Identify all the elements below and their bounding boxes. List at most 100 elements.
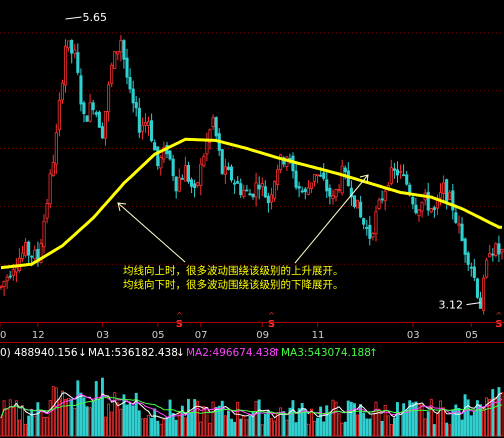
volume-bar (131, 405, 135, 437)
volume-bar (101, 377, 104, 437)
volume-bar (448, 424, 452, 437)
volume-bar (20, 404, 24, 437)
volume-bar (263, 413, 267, 437)
candle-body (349, 187, 353, 198)
candle-body (362, 218, 366, 225)
volume-bar (122, 394, 126, 437)
candle-body (488, 253, 492, 258)
candle-body (380, 198, 384, 201)
volume-bar (156, 420, 160, 437)
volume-bar (291, 400, 295, 437)
candle-body (116, 51, 120, 55)
volume-bar (17, 419, 21, 437)
candle-body (294, 170, 298, 188)
candle-body (325, 179, 329, 192)
volume-average-line (0, 396, 503, 418)
volume-bar (442, 407, 445, 437)
volume-bar (73, 407, 77, 437)
candle-body (137, 107, 141, 133)
volume-bar (414, 401, 418, 437)
volume-bar (319, 406, 323, 437)
candle-body (368, 224, 372, 239)
candle-body (14, 267, 18, 273)
volume-bar (39, 409, 43, 437)
volume-bar (202, 406, 206, 437)
ma1-down-icon: ↓ (176, 347, 185, 359)
volume-bar (343, 421, 347, 437)
volume-bar (475, 400, 479, 437)
candle-body (82, 102, 86, 115)
volume-bars (0, 377, 504, 437)
candle-body (383, 190, 387, 202)
volume-bar (223, 415, 227, 437)
volume-bar (134, 392, 138, 437)
volume-bar (162, 418, 166, 437)
volume-bar (316, 417, 319, 437)
candle-body (269, 194, 273, 203)
volume-bar (199, 421, 203, 437)
x-tick-label: 05 (465, 330, 478, 341)
volume-bar (349, 401, 353, 437)
volume-bar (159, 423, 163, 437)
volume-bar (429, 398, 433, 437)
volume-bar (285, 419, 289, 437)
candle-body (48, 173, 52, 205)
volume-bar (76, 380, 80, 437)
volume-bar (61, 390, 64, 437)
volume-bar (8, 399, 12, 437)
candle-body (491, 253, 495, 256)
volume-bar (30, 409, 34, 437)
candle-body (417, 209, 421, 217)
candle-body (183, 165, 188, 182)
candle-body (306, 187, 310, 195)
candle-body (319, 174, 323, 177)
volume-bar (70, 398, 74, 437)
volume-bar (217, 405, 221, 437)
candle-body (42, 220, 46, 248)
volume-bar (380, 420, 384, 437)
volume-bar (116, 402, 120, 437)
event-marker-caret: ^ (176, 311, 183, 320)
candle-body (426, 191, 430, 211)
high-price-label: 5.65 (83, 11, 108, 24)
volume-bar (2, 400, 6, 437)
volume-bar (472, 410, 476, 437)
candle-body (205, 140, 209, 155)
volume-bar (64, 398, 67, 437)
volume-bar (128, 403, 132, 437)
candle-body (322, 172, 326, 179)
candle-body (27, 241, 31, 256)
candle-body (497, 243, 501, 255)
volume-bar (33, 415, 37, 437)
candle-body (202, 156, 206, 167)
volume-bar (411, 402, 415, 437)
volume-bar (405, 409, 409, 437)
volume-bar (432, 424, 436, 437)
candle-body (340, 165, 344, 194)
candle-body (232, 182, 237, 185)
volume-bar (322, 421, 326, 437)
candle-body (5, 276, 9, 282)
volume-bar (426, 411, 430, 437)
candle-body (300, 190, 304, 193)
volume-bar (208, 422, 212, 437)
candle-body (11, 269, 15, 277)
volume-bar (119, 408, 123, 437)
candle-body (73, 49, 77, 54)
volume-bar (365, 418, 369, 437)
x-tick-label: 09 (256, 330, 269, 341)
candle-body (70, 39, 74, 54)
volume-bar (439, 400, 442, 437)
candle-body (303, 188, 307, 193)
event-marker-label: S (495, 319, 502, 330)
volume-bar (328, 411, 332, 437)
volume-bar (500, 392, 504, 437)
candle-body (196, 182, 200, 186)
volume-bar (482, 408, 485, 437)
candle-body (85, 115, 89, 122)
volume-bar (239, 418, 243, 437)
candle-body (288, 157, 292, 160)
candle-body (174, 176, 178, 192)
candle-body (454, 212, 458, 223)
